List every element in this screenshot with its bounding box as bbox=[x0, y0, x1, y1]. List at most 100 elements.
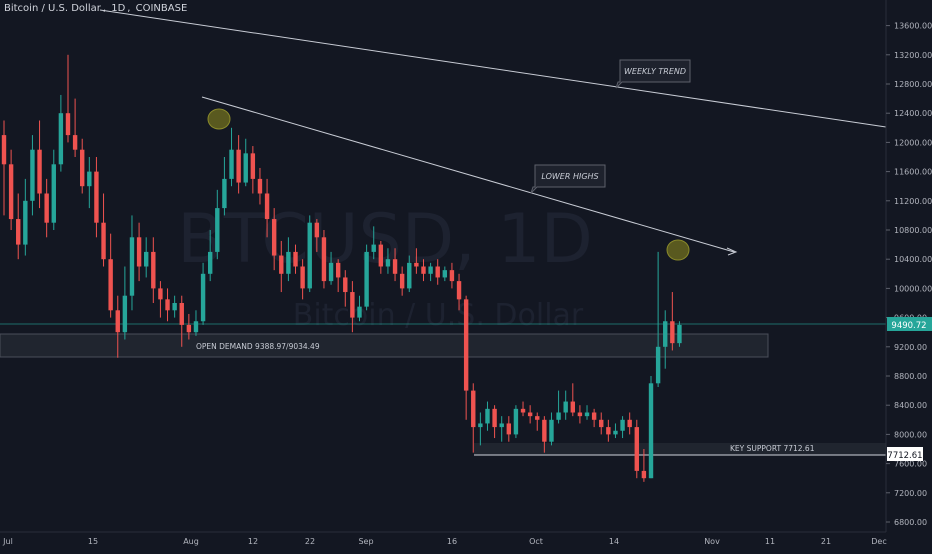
candle-body bbox=[513, 408, 519, 435]
candle bbox=[407, 255, 412, 293]
candle-body bbox=[80, 149, 85, 187]
last-price-label: 9490.72 bbox=[891, 321, 926, 331]
candle-body bbox=[407, 262, 412, 289]
candle-body bbox=[165, 299, 170, 311]
price-tick-label: 6800.00 bbox=[894, 518, 927, 527]
time-tick-label: 21 bbox=[821, 537, 831, 546]
candle bbox=[378, 240, 384, 274]
candle-body bbox=[16, 219, 21, 245]
candle bbox=[606, 419, 611, 442]
candle bbox=[357, 295, 362, 322]
candle bbox=[37, 120, 42, 209]
candle bbox=[485, 401, 490, 431]
candle-body bbox=[655, 346, 661, 384]
candle bbox=[314, 219, 320, 252]
candle-body bbox=[328, 262, 334, 282]
time-axis[interactable] bbox=[0, 532, 932, 550]
candle-body bbox=[94, 171, 99, 223]
lower-high-marker bbox=[666, 239, 690, 261]
candle-body bbox=[641, 470, 647, 479]
price-tick-label: 9200.00 bbox=[894, 343, 927, 352]
price-tick-label: 13200.00 bbox=[894, 51, 932, 60]
candle bbox=[435, 259, 440, 285]
candle-body bbox=[286, 251, 291, 274]
lower-highs-line[interactable] bbox=[201, 96, 735, 253]
candle bbox=[471, 383, 476, 453]
candle-body bbox=[257, 178, 263, 194]
candle bbox=[634, 419, 639, 479]
candle-body bbox=[549, 419, 554, 442]
candle bbox=[385, 248, 391, 274]
candle bbox=[399, 266, 405, 296]
symbol-name[interactable]: Bitcoin / U.S. Dollar bbox=[4, 3, 101, 14]
candle bbox=[542, 416, 547, 453]
price-tick-label: 12800.00 bbox=[894, 80, 932, 89]
candle bbox=[478, 412, 483, 446]
weekly-trend-label: WEEKLY TREND bbox=[624, 67, 686, 76]
candle-body bbox=[492, 408, 497, 428]
weekly-trend-callout[interactable]: WEEKLY TREND bbox=[615, 59, 691, 89]
candle-body bbox=[215, 208, 220, 252]
candle bbox=[556, 390, 561, 424]
candle bbox=[44, 178, 49, 238]
candle bbox=[279, 240, 284, 293]
candle bbox=[577, 405, 583, 424]
candle-body bbox=[101, 222, 106, 260]
candle bbox=[144, 237, 149, 278]
candle bbox=[584, 405, 590, 420]
weekly-trend-line[interactable] bbox=[99, 9, 887, 128]
key-support-label: KEY SUPPORT 7712.61 bbox=[730, 444, 815, 453]
candle bbox=[549, 412, 554, 446]
candle-body bbox=[151, 251, 156, 289]
candles bbox=[1, 54, 682, 482]
candle bbox=[94, 157, 99, 238]
candle-body bbox=[456, 281, 462, 300]
candle bbox=[343, 270, 348, 307]
candle bbox=[371, 226, 376, 260]
watermark-ticker: BTCUSD, 1D bbox=[177, 200, 593, 279]
candle-body bbox=[385, 259, 391, 267]
arrow-head-icon bbox=[726, 247, 738, 256]
candle-body bbox=[279, 255, 284, 274]
candle-body bbox=[506, 423, 512, 435]
candle-body bbox=[264, 193, 270, 220]
candle bbox=[229, 127, 234, 187]
key-support-zone[interactable] bbox=[474, 443, 886, 455]
candle-body bbox=[58, 113, 64, 165]
candle bbox=[613, 423, 618, 439]
candle bbox=[442, 266, 448, 282]
candle-body bbox=[357, 306, 362, 318]
candle-body bbox=[51, 164, 56, 223]
price-tick-label: 12400.00 bbox=[894, 109, 932, 118]
candle bbox=[172, 295, 177, 318]
candle-body bbox=[193, 321, 199, 333]
candle bbox=[286, 237, 291, 282]
support-price-label: 7712.61 bbox=[887, 451, 922, 461]
candle-body bbox=[65, 113, 71, 136]
candle bbox=[663, 310, 668, 369]
candle-body bbox=[677, 324, 682, 344]
price-tick-label: 7600.00 bbox=[894, 460, 927, 469]
candle-body bbox=[321, 237, 327, 282]
open-demand-zone[interactable] bbox=[0, 333, 769, 358]
candle-body bbox=[158, 288, 163, 300]
candle bbox=[677, 321, 682, 347]
candle bbox=[1, 120, 7, 216]
candle bbox=[392, 248, 398, 282]
candle bbox=[335, 259, 341, 293]
candle-body bbox=[627, 419, 632, 428]
lower-highs-callout[interactable]: LOWER HIGHS bbox=[530, 164, 606, 194]
candle-body bbox=[72, 135, 78, 150]
candle bbox=[151, 237, 156, 303]
candle-body bbox=[535, 416, 540, 420]
candle-body bbox=[300, 266, 305, 289]
interval-label[interactable]: 1D bbox=[111, 3, 126, 14]
candle-body bbox=[115, 310, 120, 333]
candle-body bbox=[307, 222, 312, 289]
candle bbox=[222, 157, 227, 216]
watermark: BTCUSD, 1D Bitcoin / U.S. Dollar bbox=[177, 200, 593, 333]
candle-body bbox=[449, 270, 455, 282]
candle bbox=[264, 178, 270, 238]
